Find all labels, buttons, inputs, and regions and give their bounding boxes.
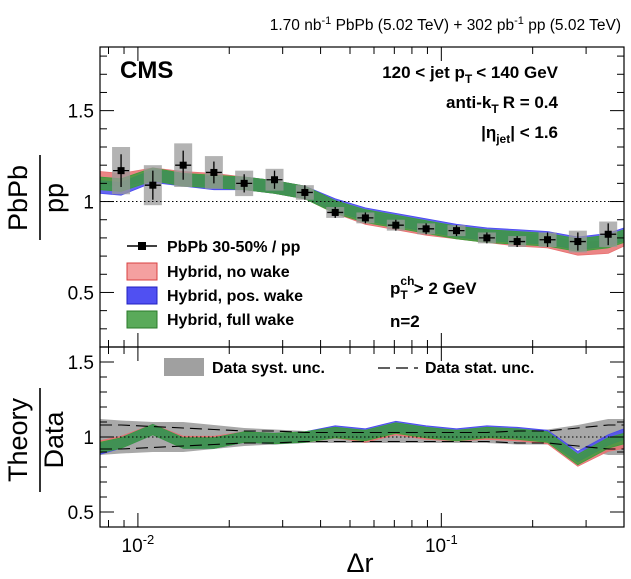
data-point [513,238,521,246]
legend-label-stat: Data stat. unc. [425,360,534,377]
data-point [240,179,248,187]
data-stat-line-upper [100,424,624,434]
legend-swatch-full-wake [126,310,158,329]
data-point [483,234,491,242]
legend-item-data: PbPb 30-50% / pp [127,239,301,256]
data-point [210,168,218,176]
data-point [604,230,612,238]
y-tick-label: 1.5 [68,353,94,374]
legend-label-data: PbPb 30-50% / pp [167,239,301,256]
bottom-y-axis-label: Theory Data [3,388,69,492]
legend-item-full-wake: Hybrid, full wake [126,310,294,329]
jet-pt-selection: 120 < jet pT < 140 GeV [382,63,558,86]
cms-label: CMS [120,57,173,84]
top-y-axis-label: PbPb pp [3,155,69,240]
x-tick-label: 10-2 [122,532,155,557]
ratio-panel: 0.5 1 1.5 [68,46,625,348]
theory-data-panel: 0.5 1 1.5 10-2 10-1 [68,346,625,557]
legend-swatch-pos-wake [126,286,158,305]
data-point [271,176,279,184]
data-point [452,227,460,235]
legend-item-no-wake: Hybrid, no wake [126,262,290,281]
data-point [179,161,187,169]
x-axis-label: Δr [346,548,373,578]
legend-item-pos-wake: Hybrid, pos. wake [126,286,303,305]
moment-order-label: n=2 [390,312,420,331]
header-luminosity: 1.70 nb-1 PbPb (5.02 TeV) + 302 pb-1 pp … [270,11,621,34]
eta-selection: |ηjet| < 1.6 [481,123,558,146]
x-tick-label: 10-1 [425,532,458,557]
legend-label-pos-wake: Hybrid, pos. wake [167,288,303,305]
top-ylabel-denominator: pp [39,183,69,213]
data-point [544,236,552,244]
y-tick-label: 1 [83,193,94,214]
data-point [301,188,309,196]
legend-label-no-wake: Hybrid, no wake [167,264,290,281]
data-point [331,208,339,216]
model-band-2 [100,167,624,252]
data-stat-line-lower [100,440,624,450]
data-point [422,225,430,233]
legend-bottom: Data syst. unc. Data stat. unc. [164,358,534,377]
plot-area [100,419,624,467]
bottom-ylabel-denominator: Data [39,411,69,469]
data-point [361,214,369,222]
data-point [149,181,157,189]
legend-swatch-no-wake [126,262,158,281]
jet-algorithm: anti-kT R = 0.4 [446,93,559,116]
legend-data-marker [138,242,146,250]
y-tick-label: 1.5 [68,102,94,123]
plot-area [100,143,624,256]
legend-swatch-syst [164,358,204,376]
data-point [392,221,400,229]
top-ylabel-numerator: PbPb [3,165,33,231]
data-point [117,167,125,175]
y-tick-label: 1 [83,428,94,449]
legend-label-full-wake: Hybrid, full wake [167,312,294,329]
y-tick-label: 0.5 [68,283,94,304]
bottom-ylabel-numerator: Theory [3,397,33,482]
legend-label-syst: Data syst. unc. [212,360,325,377]
legend-top: PbPb 30-50% / pp Hybrid, no wake Hybrid,… [126,239,303,329]
track-pt-threshold: pch T > 2 GeV [390,274,477,302]
y-tick-label: 0.5 [68,503,94,524]
data-point [574,238,582,246]
